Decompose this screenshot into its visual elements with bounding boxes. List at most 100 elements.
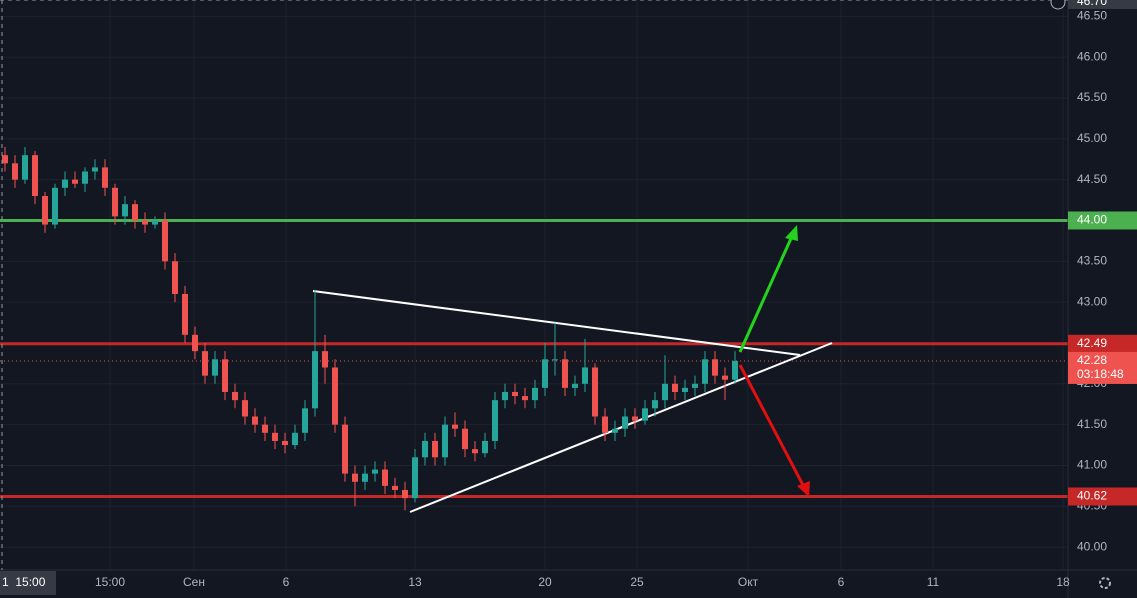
candle-body [412, 457, 418, 499]
candle-body [212, 359, 218, 376]
candle-body [562, 359, 568, 388]
candle-body [192, 334, 198, 352]
candle-body [422, 440, 428, 458]
x-tick-label: 15:00 [95, 575, 125, 589]
candle-body [222, 359, 228, 392]
candle-body [662, 383, 668, 401]
x-tick-label: 11 [927, 575, 940, 589]
crosshair-time-label: 1 15:00 [2, 575, 46, 589]
candle-body [322, 351, 328, 368]
crosshair-price-box [1068, 0, 1137, 9]
down-arrow-head [797, 481, 810, 497]
candle-body [542, 359, 548, 388]
candle-body [392, 485, 398, 490]
candle-body [312, 351, 318, 409]
candle-body [382, 469, 388, 486]
candle-body [32, 155, 38, 196]
candle-body [502, 391, 508, 401]
candle-body [92, 167, 98, 172]
candle-body [592, 367, 598, 417]
up-arrow [738, 233, 795, 353]
countdown-label: 03:18:48 [1077, 367, 1124, 381]
candle-body [122, 204, 128, 217]
add-button[interactable] [1050, 0, 1066, 10]
candle-body [302, 408, 308, 433]
candle-body [652, 400, 658, 409]
candle-body [72, 179, 78, 184]
y-tick-label: 41.50 [1077, 417, 1107, 431]
level-label-box [1068, 211, 1137, 230]
candle-body [442, 424, 448, 458]
candle-body [362, 473, 368, 482]
y-tick-label: 46.50 [1077, 9, 1107, 23]
grid [0, 0, 1068, 570]
candle-body [172, 261, 178, 294]
candle-body [262, 424, 268, 433]
candle-body [672, 383, 678, 392]
candle-body [152, 220, 158, 225]
x-tick-label: 6 [283, 575, 290, 589]
y-tick-label: 45.50 [1077, 90, 1107, 104]
level-label-box [1068, 487, 1137, 506]
x-tick-label: Окт [738, 575, 759, 589]
candle-body [42, 195, 48, 225]
candle-body [432, 440, 438, 458]
up-arrow-head [785, 225, 798, 241]
candle-body [552, 359, 558, 361]
candle-body [252, 416, 258, 425]
candle-body [82, 171, 88, 184]
candle-body [22, 155, 28, 180]
candle-body [732, 360, 738, 380]
candle-body [572, 383, 578, 388]
last-price-label: 42.28 [1077, 353, 1107, 367]
level-label: 44.00 [1077, 213, 1107, 227]
candle-body [332, 367, 338, 425]
candle-body [232, 391, 238, 401]
candle-body [452, 424, 458, 429]
y-tick-label: 40.00 [1077, 539, 1107, 553]
candle-body [352, 473, 358, 482]
candles [2, 146, 738, 511]
candle-body [242, 400, 248, 417]
candle-body [462, 428, 468, 450]
candle-body [272, 432, 278, 441]
y-tick-label: 41.00 [1077, 458, 1107, 472]
y-tick-label: 43.50 [1077, 253, 1107, 267]
candle-body [602, 416, 608, 433]
candle-body [532, 387, 538, 401]
candle-body [712, 359, 718, 376]
level-label-box [1068, 334, 1137, 353]
down-arrow [738, 364, 806, 488]
level-label: 40.62 [1077, 489, 1107, 503]
candle-body [622, 416, 628, 429]
candle-body [202, 351, 208, 376]
candle-body [342, 424, 348, 474]
candle-body [162, 220, 168, 262]
y-tick-label: 45.00 [1077, 131, 1107, 145]
candle-body [12, 163, 18, 180]
triangle-lower-line [409, 342, 833, 513]
x-tick-label: 20 [538, 575, 552, 589]
candle-body [472, 449, 478, 454]
candle-body [142, 220, 148, 225]
x-tick-label: 18 [1056, 575, 1070, 589]
candle-body [632, 416, 638, 421]
candle-body [102, 167, 108, 188]
x-tick-label: 6 [838, 575, 845, 589]
candle-body [402, 489, 408, 499]
candle-body [372, 469, 378, 474]
y-tick-label: 46.00 [1077, 49, 1107, 63]
level-label: 42.49 [1077, 336, 1107, 350]
settings-button[interactable] [1099, 577, 1111, 589]
x-tick-label: 13 [408, 575, 422, 589]
x-tick-label: 25 [630, 575, 644, 589]
y-tick-label: 44.50 [1077, 172, 1107, 186]
candle-body [702, 359, 708, 384]
candle-body [62, 179, 68, 188]
last-price-box [1068, 351, 1137, 384]
candle-body [182, 293, 188, 335]
candle-body [2, 155, 8, 164]
